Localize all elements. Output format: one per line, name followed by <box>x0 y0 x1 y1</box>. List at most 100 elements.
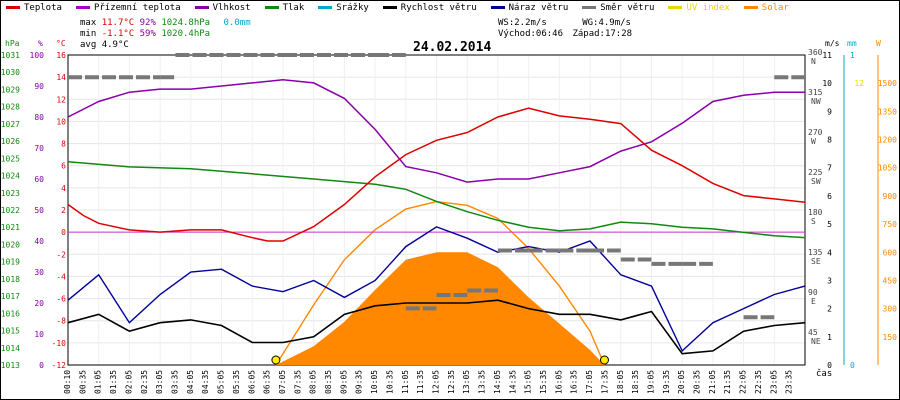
humidity-tick-label: 20 <box>34 299 44 308</box>
solar-tick-label: 1500 <box>878 79 897 88</box>
direction-tick-compass: SW <box>811 177 821 186</box>
time-tick-label: 17:35 <box>600 370 609 394</box>
humidity-tick-label: 40 <box>34 237 44 246</box>
wind-tick-label: 6 <box>827 192 832 201</box>
pressure-tick-label: 1023 <box>1 189 20 198</box>
pressure-tick-label: 1021 <box>1 223 20 232</box>
time-tick-label: 04:05 <box>186 370 195 394</box>
time-tick-label: 13:35 <box>478 370 487 394</box>
humidity-tick-label: 80 <box>34 113 44 122</box>
time-tick-label: 11:35 <box>416 370 425 394</box>
pressure-tick-label: 1018 <box>1 275 20 284</box>
time-tick-label: 09:05 <box>339 370 348 394</box>
sunrise-marker <box>272 356 280 364</box>
solar-tick-label: 450 <box>883 276 898 285</box>
wind-tick-label: 1 <box>827 333 832 342</box>
uv-tick-label: 12 <box>854 79 864 88</box>
pressure-tick-label: 1013 <box>1 361 20 370</box>
wind-tick-label: 2 <box>827 305 832 314</box>
time-tick-label: 12:35 <box>447 370 456 394</box>
wind-tick-label: 5 <box>827 220 832 229</box>
direction-tick-compass: NW <box>811 97 821 106</box>
wind-tick-label: 4 <box>827 248 832 257</box>
solar-tick-label: 600 <box>883 248 898 257</box>
time-tick-label: 18:35 <box>631 370 640 394</box>
temperature-tick-label: 10 <box>56 117 66 126</box>
pressure-tick-label: 1017 <box>1 292 20 301</box>
pressure-tick-label: 1022 <box>1 206 20 215</box>
time-tick-label: 05:35 <box>232 370 241 394</box>
time-tick-label: 19:35 <box>662 370 671 394</box>
sunset-marker <box>600 356 608 364</box>
pressure-tick-label: 1030 <box>1 68 20 77</box>
temperature-tick-label: 6 <box>61 162 66 171</box>
pressure-unit: hPa <box>5 39 20 48</box>
wind-tick-label: 10 <box>822 79 832 88</box>
temperature-tick-label: -6 <box>56 295 66 304</box>
solar-tick-label: 900 <box>883 192 898 201</box>
rain-tick-label: 1 <box>850 51 855 60</box>
wind-tick-label: 7 <box>827 164 832 173</box>
time-tick-label: 13:05 <box>462 370 471 394</box>
solar-tick-label: 750 <box>883 220 898 229</box>
time-tick-label: 12:05 <box>432 370 441 394</box>
time-tick-label: 15:35 <box>539 370 548 394</box>
time-tick-label: 01:35 <box>109 370 118 394</box>
pressure-tick-label: 1015 <box>1 327 20 336</box>
time-tick-label: 11:05 <box>401 370 410 394</box>
wind-tick-label: 9 <box>827 107 832 116</box>
time-tick-label: 05:05 <box>217 370 226 394</box>
time-tick-label: 19:05 <box>646 370 655 394</box>
temperature-tick-label: -2 <box>56 250 66 259</box>
time-tick-label: 06:05 <box>247 370 256 394</box>
pressure-tick-label: 1020 <box>1 240 20 249</box>
solar-unit: W <box>876 39 881 48</box>
time-tick-label: 22:05 <box>739 370 748 394</box>
direction-tick-compass: E <box>811 297 816 306</box>
time-tick-label: 10:05 <box>370 370 379 394</box>
pressure-tick-label: 1016 <box>1 309 20 318</box>
time-tick-label: 00:35 <box>78 370 87 394</box>
solar-area <box>276 252 605 365</box>
time-tick-label: 01:05 <box>94 370 103 394</box>
humidity-tick-label: 60 <box>34 175 44 184</box>
time-tick-label: 00:10 <box>63 370 72 394</box>
time-tick-label: 16:35 <box>570 370 579 394</box>
direction-tick-label: 270 <box>808 128 823 137</box>
pressure-tick-label: 1014 <box>1 344 20 353</box>
time-tick-label: 08:35 <box>324 370 333 394</box>
time-tick-label: 16:05 <box>554 370 563 394</box>
temperature-tick-label: 12 <box>56 95 66 104</box>
pressure-tick-label: 1025 <box>1 154 20 163</box>
time-tick-label: 23:05 <box>769 370 778 394</box>
pressure-tick-label: 1027 <box>1 120 20 129</box>
temperature-tick-label: 2 <box>61 206 66 215</box>
pressure-tick-label: 1031 <box>1 51 20 60</box>
solar-tick-label: 300 <box>883 305 898 314</box>
time-tick-label: 06:35 <box>263 370 272 394</box>
solar-tick-label: 1050 <box>878 164 897 173</box>
time-tick-label: 21:35 <box>723 370 732 394</box>
temperature-tick-label: 4 <box>61 184 66 193</box>
humidity-tick-label: 90 <box>34 82 44 91</box>
humidity-tick-label: 10 <box>34 330 44 339</box>
time-tick-label: 14:35 <box>508 370 517 394</box>
temperature-tick-label: 14 <box>56 73 66 82</box>
time-tick-label: 21:05 <box>708 370 717 394</box>
temperature-tick-label: 16 <box>56 51 66 60</box>
direction-tick-label: 90 <box>808 288 818 297</box>
temperature-tick-label: 0 <box>61 228 66 237</box>
temperature-tick-label: -8 <box>56 317 66 326</box>
time-tick-label: 10:35 <box>385 370 394 394</box>
time-tick-label: 15:05 <box>524 370 533 394</box>
time-tick-label: 17:05 <box>585 370 594 394</box>
solar-tick-label: 1200 <box>878 136 897 145</box>
rain-unit: mm <box>847 39 857 48</box>
rain-tick-label: 0 <box>850 361 855 370</box>
direction-tick-label: 225 <box>808 168 823 177</box>
wind-tick-label: 3 <box>827 276 832 285</box>
direction-tick-compass: N <box>811 57 816 66</box>
direction-tick-label: 45 <box>808 328 818 337</box>
time-tick-label: 20:35 <box>693 370 702 394</box>
humidity-tick-label: 100 <box>30 51 45 60</box>
